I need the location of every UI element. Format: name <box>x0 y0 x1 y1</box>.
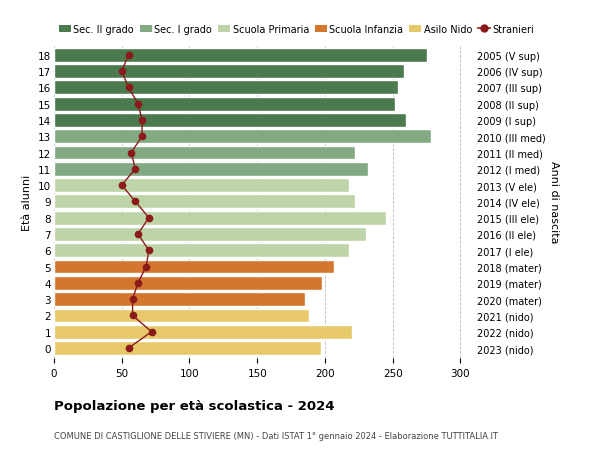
Bar <box>54 309 309 323</box>
Bar <box>54 244 349 257</box>
Bar <box>54 228 365 241</box>
Bar <box>54 130 431 144</box>
Bar <box>54 81 398 95</box>
Bar <box>54 146 355 160</box>
Bar <box>54 341 321 355</box>
Bar <box>54 49 427 62</box>
Bar <box>54 97 395 112</box>
Bar <box>54 162 368 176</box>
Legend: Sec. II grado, Sec. I grado, Scuola Primaria, Scuola Infanzia, Asilo Nido, Stran: Sec. II grado, Sec. I grado, Scuola Prim… <box>59 25 535 35</box>
Bar <box>54 211 386 225</box>
Text: Popolazione per età scolastica - 2024: Popolazione per età scolastica - 2024 <box>54 399 335 412</box>
Bar <box>54 260 334 274</box>
Bar <box>54 179 349 193</box>
Bar <box>54 276 322 290</box>
Bar <box>54 195 355 209</box>
Y-axis label: Anni di nascita: Anni di nascita <box>550 161 559 243</box>
Text: COMUNE DI CASTIGLIONE DELLE STIVIERE (MN) - Dati ISTAT 1° gennaio 2024 - Elabora: COMUNE DI CASTIGLIONE DELLE STIVIERE (MN… <box>54 431 498 441</box>
Bar <box>54 325 352 339</box>
Y-axis label: Età alunni: Età alunni <box>22 174 32 230</box>
Bar <box>54 292 305 307</box>
Bar <box>54 114 406 128</box>
Bar <box>54 65 404 79</box>
